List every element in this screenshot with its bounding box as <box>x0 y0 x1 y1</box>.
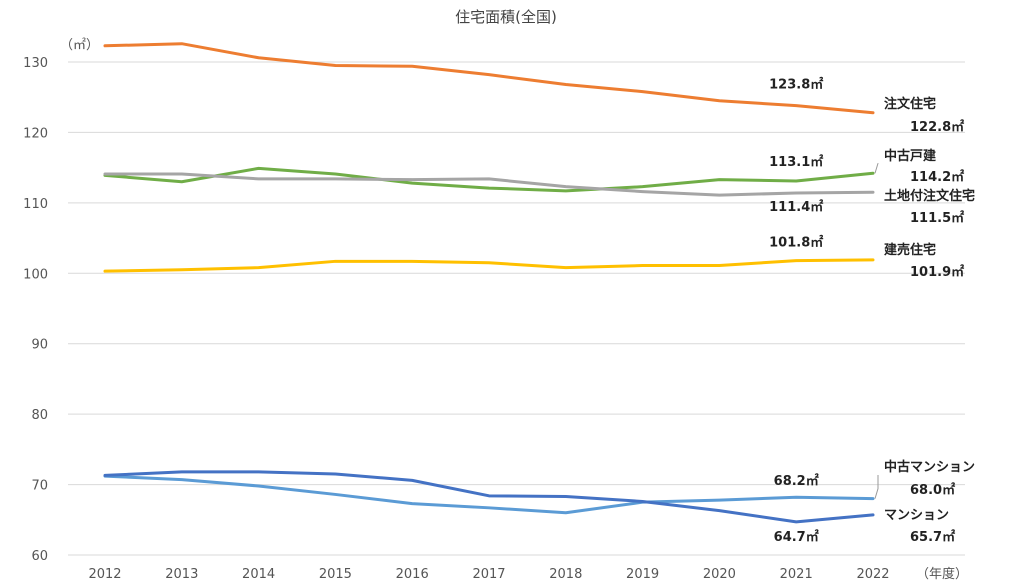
y-axis-unit: （㎡） <box>60 38 99 53</box>
series-end-value: 68.0㎡ <box>910 482 955 498</box>
chart-title: 住宅面積(全国) <box>455 8 557 26</box>
series-line-e4b8ade58fa4e3839ee383b3e382b7e383a7e383b3 <box>103 474 875 515</box>
series-end-name: 土地付注文住宅 <box>884 188 975 204</box>
x-tick-label: 2014 <box>242 567 275 582</box>
series-line-e59c9fe59cb0e4bb98e6b3a8e69687e4bd8fe5ae85 <box>103 172 875 197</box>
series-end-value: 114.2㎡ <box>910 169 964 185</box>
series-end-value: 111.5㎡ <box>910 210 964 226</box>
y-tick-label: 80 <box>31 408 48 423</box>
data-label: 64.7㎡ <box>774 529 819 545</box>
series-end-value: 122.8㎡ <box>910 119 964 135</box>
y-tick-label: 130 <box>23 56 48 71</box>
y-tick-label: 70 <box>31 479 48 494</box>
x-tick-label: 2016 <box>396 567 429 582</box>
x-tick-label: 2021 <box>780 567 813 582</box>
series-line-e6b3a8e69687e4bd8fe5ae85 <box>103 42 875 115</box>
y-tick-label: 110 <box>23 197 48 212</box>
series-end-name: 中古マンション <box>884 459 975 475</box>
series-end-name: 中古戸建 <box>884 148 936 164</box>
x-tick-label: 2017 <box>472 567 505 582</box>
y-tick-label: 100 <box>23 267 48 282</box>
series-lines <box>103 42 875 524</box>
y-tick-label: 60 <box>31 549 48 564</box>
x-tick-label: 2020 <box>703 567 736 582</box>
series-line-e5bbbae5a3b2e4bd8fe5ae85 <box>103 258 875 273</box>
x-tick-label: 2022 <box>856 567 889 582</box>
x-tick-label: 2013 <box>165 567 198 582</box>
data-label: 113.1㎡ <box>769 154 823 170</box>
x-axis-ticks: 2012 2013 2014 2015 2016 2017 2018 2019 2020 2021… <box>88 567 889 582</box>
x-tick-label: 2012 <box>88 567 121 582</box>
series-line-e3839ee383b3e382b7e383a7e383b3 <box>103 470 875 524</box>
leader-line <box>874 475 879 499</box>
series-end-name: 注文住宅 <box>884 96 936 112</box>
series-end-name: マンション <box>884 508 949 523</box>
data-label: 68.2㎡ <box>774 473 819 489</box>
data-label: 101.8㎡ <box>769 235 823 251</box>
series-end-name: 建売住宅 <box>884 242 936 258</box>
series-end-value: 65.7㎡ <box>910 529 955 545</box>
y-tick-label: 120 <box>23 126 48 141</box>
x-tick-label: 2015 <box>319 567 352 582</box>
leader-line <box>874 163 879 174</box>
x-tick-label: 2018 <box>549 567 582 582</box>
y-tick-label: 90 <box>31 338 48 353</box>
data-label: 123.8㎡ <box>769 77 823 93</box>
y-axis-ticks: 60 70 80 90 100 110 120 130 <box>23 56 48 564</box>
x-axis-unit: （年度） <box>916 566 968 582</box>
data-label: 111.4㎡ <box>769 199 823 215</box>
series-end-value: 101.9㎡ <box>910 264 964 280</box>
gridlines <box>68 61 965 556</box>
series-line-e4b8ade58fa4e688b8e5bbba <box>103 166 875 193</box>
x-tick-label: 2019 <box>626 567 659 582</box>
